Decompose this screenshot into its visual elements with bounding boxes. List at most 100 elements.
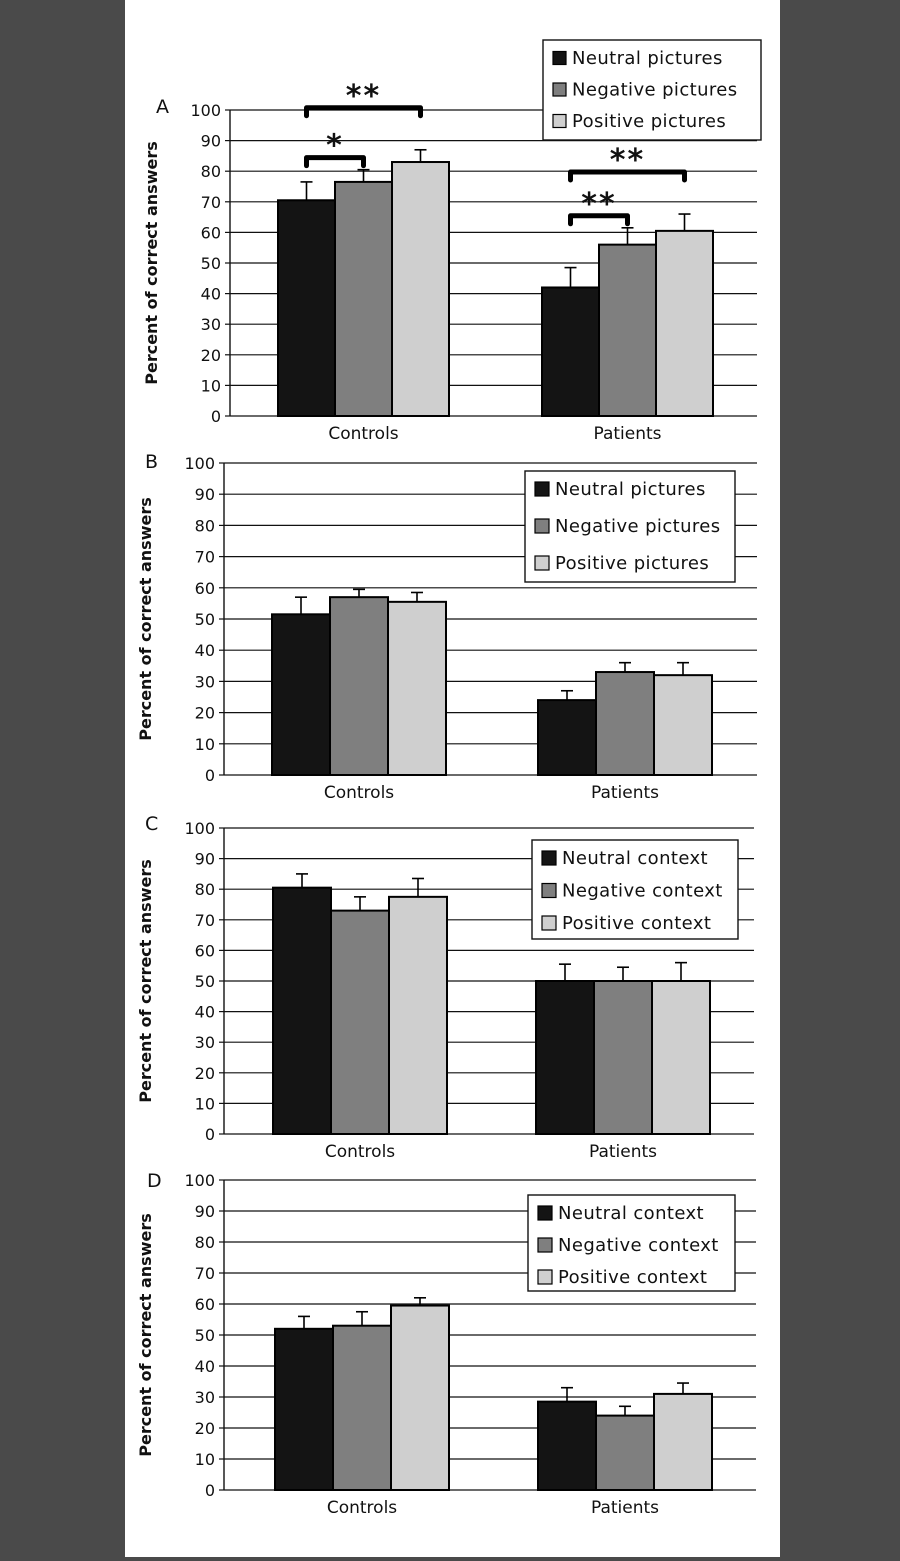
y-axis-label: Percent of correct answers [136,497,155,741]
legend-swatch [552,50,567,66]
y-tick-label: 80 [195,880,215,899]
y-axis-label: Percent of correct answers [136,859,155,1103]
legend-box [542,39,762,141]
category-label: Patients [591,783,659,803]
bar-controls-neutral-context [272,886,332,1135]
legend: Neutral context Negative context Positive … [531,839,739,940]
figure: 0 10 20 30 40 50 60 70 80 90 100 Percent of correct… [125,0,780,1557]
bar-controls-positive-context [390,1304,450,1492]
y-tick-label: 60 [201,223,221,242]
y-tick-label: 10 [195,735,215,754]
bar-patients-negative-pictures [598,243,657,417]
y-tick-label: 90 [195,485,215,504]
y-tick-label: 90 [201,132,221,151]
y-tick-label: 60 [195,579,215,598]
category-label: Controls [325,1142,395,1162]
bar-patients-positive-context [651,980,711,1135]
y-tick-label: 20 [195,1419,215,1438]
legend-label: Negative pictures [555,516,721,537]
legend-label: Negative context [558,1235,719,1256]
bar-patients-neutral-context [537,1400,597,1492]
significance-bracket [304,155,366,169]
legend: Neutral pictures Negative pictures Positiv… [524,470,736,583]
legend-label: Negative context [562,881,723,902]
legend-swatch [534,481,550,497]
y-tick-label: 20 [195,1064,215,1083]
y-tick-label: 70 [201,193,221,212]
bar-controls-positive-pictures [387,600,447,777]
category-label: Patients [589,1142,657,1162]
y-tick-label: 70 [195,911,215,930]
y-tick-label: 40 [195,1003,215,1022]
legend-label: Positive context [562,913,711,934]
legend-box [527,1194,736,1292]
legend-label: Positive pictures [572,111,726,132]
chart-panel-d: 0 10 20 30 40 50 60 70 80 90 100 Percent of correct… [136,1170,756,1518]
y-tick-label: 70 [195,1264,215,1283]
legend: Neutral context Negative context Positive … [527,1194,736,1292]
y-tick-label: 100 [190,101,221,120]
category-label: Controls [324,783,394,803]
y-tick-label: 30 [195,672,215,691]
chart-panel-c: 0 10 20 30 40 50 60 70 80 90 100 Percent of correct… [136,813,754,1162]
legend-box [524,470,736,583]
y-tick-label: 100 [184,1171,215,1190]
significance-bracket [568,169,687,183]
panel-letter: C [145,813,158,835]
y-tick-label: 80 [195,1233,215,1252]
bar-controls-negative-context [332,1324,392,1491]
y-tick-label: 20 [201,346,221,365]
bar-controls-positive-pictures [391,161,450,417]
bar-controls-neutral-context [274,1327,334,1492]
y-tick-label: 90 [195,1202,215,1221]
chart-panel-b: 0 10 20 30 40 50 60 70 80 90 100 Percent of correct… [136,451,757,803]
legend-swatch [534,555,550,571]
y-tick-label: 0 [211,407,221,426]
category-label: Controls [328,424,398,444]
bar-patients-neutral-context [535,980,595,1135]
y-tick-label: 50 [195,610,215,629]
legend-swatch [541,915,557,931]
y-tick-label: 10 [195,1094,215,1113]
bar-controls-negative-pictures [334,180,393,417]
bar-patients-negative-pictures [595,671,655,776]
y-tick-label: 50 [201,254,221,273]
legend-label: Neutral context [562,848,708,869]
category-label: Patients [593,424,661,444]
legend-box [531,839,739,940]
legend-swatch [537,1237,553,1253]
y-tick-label: 0 [205,1125,215,1144]
y-tick-label: 40 [195,1357,215,1376]
legend-label: Neutral pictures [555,479,706,500]
legend-swatch [541,850,557,866]
bar-patients-negative-context [593,980,653,1135]
y-tick-label: 40 [195,641,215,660]
y-tick-label: 60 [195,941,215,960]
legend-label: Positive context [558,1267,707,1288]
y-tick-label: 80 [201,162,221,181]
legend-label: Neutral pictures [572,48,723,69]
legend-swatch [552,113,567,129]
y-tick-label: 0 [205,1481,215,1500]
significance-marker: * [326,129,344,164]
panel-letter: A [156,96,169,118]
legend-swatch [552,82,567,97]
y-tick-label: 30 [195,1388,215,1407]
y-tick-label: 10 [195,1450,215,1469]
y-tick-label: 30 [195,1033,215,1052]
legend-swatch [537,1269,553,1285]
bar-patients-positive-pictures [653,674,713,776]
significance-bracket [304,105,423,119]
legend: Neutral pictures Negative pictures Positiv… [542,39,762,141]
bar-controls-neutral-pictures [271,613,331,776]
panel-letter: D [147,1170,162,1192]
bar-patients-neutral-pictures [541,286,600,418]
category-label: Controls [327,1498,397,1518]
y-axis-label: Percent of correct answers [142,141,161,385]
legend-swatch [541,882,557,899]
bar-controls-positive-context [388,895,448,1135]
significance-marker: ** [610,143,645,178]
chart-panel-a: 0 10 20 30 40 50 60 70 80 90 100 Percent of correct… [142,39,762,444]
y-tick-label: 10 [201,376,221,395]
